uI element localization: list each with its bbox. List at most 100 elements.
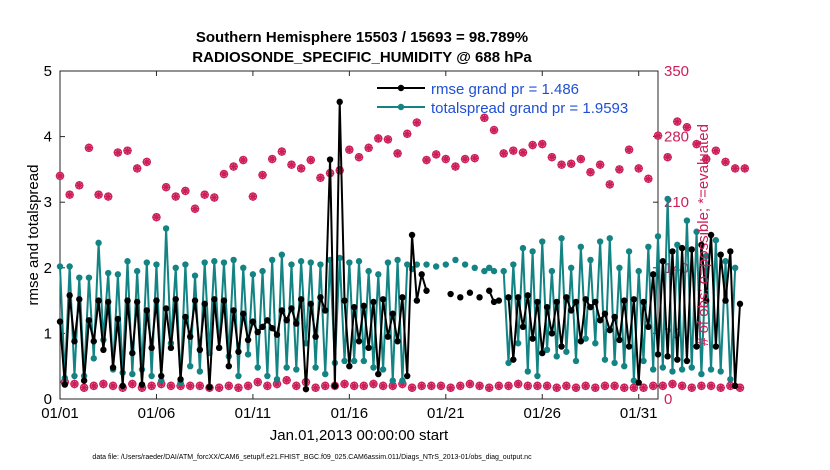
x-tick-label: 01/06 bbox=[138, 405, 176, 422]
obs-evaluated-point bbox=[321, 381, 330, 391]
obs-evaluated-point bbox=[605, 180, 614, 189]
rmse-point bbox=[587, 303, 594, 311]
rmse-point bbox=[302, 385, 310, 393]
obs-evaluated-point bbox=[296, 164, 306, 173]
x-axis: 01/01 01/06 01/11 01/16 01/21 01/26 01/31 bbox=[41, 71, 657, 422]
obs-evaluated-point bbox=[542, 381, 552, 391]
spread-point bbox=[606, 235, 613, 242]
x-axis-label: Jan.01,2013 00:00:00 start bbox=[270, 427, 449, 444]
spread-point bbox=[553, 353, 560, 360]
obs-evaluated-point bbox=[557, 160, 566, 169]
spread-point bbox=[288, 261, 295, 268]
obs-evaluated-point bbox=[494, 381, 504, 391]
obs-evaluated-point bbox=[509, 146, 518, 155]
rmse-point bbox=[66, 292, 73, 299]
obs-evaluated-point bbox=[456, 381, 465, 391]
spread-point bbox=[143, 259, 151, 266]
legend-rmse-marker bbox=[397, 84, 405, 92]
rmse-point bbox=[596, 317, 604, 324]
rmse-point bbox=[355, 338, 363, 345]
x-tick-label: 01/11 bbox=[235, 405, 271, 422]
spread-point bbox=[249, 271, 257, 278]
rmse-point bbox=[350, 303, 358, 311]
rmse-point bbox=[693, 343, 700, 350]
spread-point bbox=[577, 243, 585, 251]
obs-evaluated-point bbox=[499, 149, 508, 158]
rmse-point bbox=[389, 310, 396, 317]
obs-evaluated-point bbox=[566, 159, 576, 168]
x-tick-label: 01/31 bbox=[620, 405, 658, 422]
rmse-point bbox=[100, 346, 107, 353]
rmse-point bbox=[201, 300, 208, 308]
obs-evaluated-point bbox=[441, 154, 451, 164]
spread-point bbox=[375, 271, 382, 278]
y-axis-left: 0 1 2 3 4 5 bbox=[44, 63, 65, 408]
obs-evaluated-point bbox=[538, 139, 547, 149]
rmse-point bbox=[519, 323, 527, 331]
rmse-point bbox=[717, 251, 724, 258]
rmse-point bbox=[191, 297, 199, 304]
obs-evaluated-point bbox=[480, 113, 489, 123]
rmse-point bbox=[336, 98, 343, 106]
obs-evaluated-point bbox=[190, 204, 200, 213]
spread-point bbox=[539, 238, 546, 245]
rmse-point bbox=[341, 297, 348, 304]
obs-evaluated-point bbox=[200, 190, 209, 199]
rmse-point bbox=[307, 300, 314, 308]
spread-point bbox=[240, 264, 247, 271]
obs-evaluated-point bbox=[687, 383, 696, 392]
spread-point bbox=[172, 264, 179, 271]
obs-evaluated-point bbox=[243, 381, 253, 391]
obs-evaluated-point bbox=[195, 381, 205, 391]
spread-point bbox=[278, 251, 286, 258]
rmse-point bbox=[143, 307, 151, 314]
obs-evaluated-point bbox=[403, 129, 412, 138]
spread-point bbox=[85, 274, 93, 281]
rmse-point bbox=[404, 372, 411, 380]
rmse-point bbox=[167, 344, 175, 352]
rmse-point bbox=[273, 331, 281, 338]
obs-evaluated-point bbox=[113, 148, 123, 157]
obs-evaluated-point bbox=[677, 381, 687, 391]
obs-evaluated-point bbox=[369, 379, 378, 389]
rmse-point bbox=[114, 315, 122, 323]
rmse-point bbox=[645, 323, 652, 331]
spread-point bbox=[317, 261, 324, 268]
obs-evaluated-point bbox=[422, 155, 431, 165]
spread-point bbox=[244, 351, 252, 358]
spread-point bbox=[322, 370, 329, 378]
rmse-point bbox=[105, 298, 112, 306]
rmse-point bbox=[138, 381, 146, 388]
rmse-point bbox=[61, 381, 69, 388]
obs-evaluated-point bbox=[581, 381, 590, 391]
obs-evaluated-point bbox=[668, 379, 677, 389]
rmse-point bbox=[254, 328, 261, 336]
spread-point bbox=[490, 267, 498, 275]
rmse-point bbox=[408, 231, 416, 239]
obs-evaluated-point bbox=[513, 379, 523, 389]
obs-evaluated-point bbox=[132, 164, 142, 173]
spread-point bbox=[114, 271, 122, 278]
obs-evaluated-point bbox=[210, 193, 219, 202]
rmse-point bbox=[616, 336, 623, 344]
rmse-point bbox=[162, 305, 170, 312]
rmse-point bbox=[230, 307, 237, 314]
rmse-point bbox=[76, 296, 83, 303]
spread-point bbox=[201, 259, 208, 266]
spread-point bbox=[621, 363, 628, 370]
obs-evaluated-point bbox=[186, 381, 195, 391]
obs-evaluated-point bbox=[692, 139, 701, 149]
obs-evaluated-point bbox=[562, 381, 571, 391]
rmse-point bbox=[399, 294, 406, 301]
spread-point bbox=[220, 259, 228, 266]
spread-point bbox=[664, 195, 671, 203]
rmse-point bbox=[539, 349, 546, 357]
rmse-point bbox=[182, 313, 189, 321]
spread-point bbox=[698, 370, 705, 378]
rmse-point bbox=[524, 292, 531, 299]
rmse-point bbox=[640, 298, 647, 306]
spread-point bbox=[616, 264, 623, 271]
spread-point bbox=[514, 340, 522, 347]
obs-evaluated-point bbox=[721, 157, 730, 167]
obs-evaluated-point bbox=[706, 381, 716, 391]
